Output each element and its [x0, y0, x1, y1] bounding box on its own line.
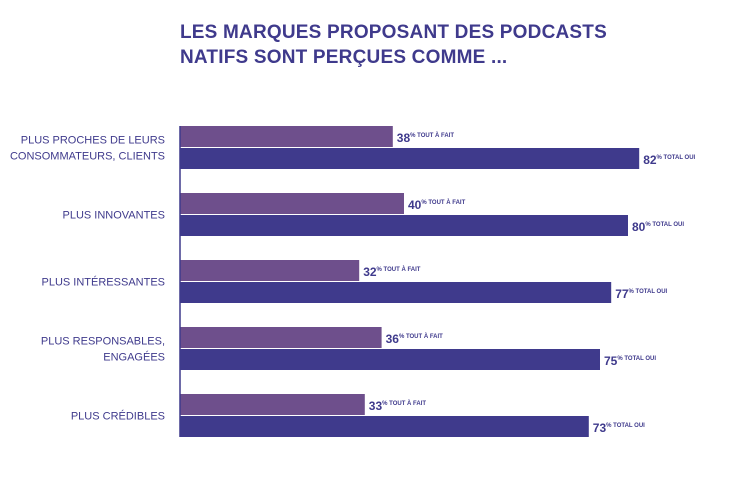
data-label: 77% TOTAL OUI: [615, 287, 667, 301]
chart-title: LES MARQUES PROPOSANT DES PODCASTS NATIF…: [180, 20, 607, 70]
bar-tout-a-fait: [180, 193, 404, 214]
bar-total-oui: [180, 148, 640, 169]
bar-tout-a-fait: [180, 394, 365, 415]
data-label: 40% TOUT À FAIT: [408, 198, 466, 212]
data-label: 36% TOUT À FAIT: [386, 332, 444, 346]
bar-tout-a-fait: [180, 327, 382, 348]
category-label: PLUS INTÉRESSANTES: [42, 276, 165, 289]
data-label: 80% TOTAL OUI: [632, 220, 684, 234]
category-label: PLUS CRÉDIBLES: [71, 410, 165, 423]
data-label: 75% TOTAL OUI: [604, 354, 656, 368]
bar-tout-a-fait: [180, 260, 360, 281]
category-label: PLUS PROCHES DE LEURS CONSOMMATEURS, CLIE…: [10, 135, 165, 163]
category-label: PLUS INNOVANTES: [63, 210, 166, 222]
data-label: 38% TOUT À FAIT: [397, 131, 455, 145]
chart-title-line-1: LES MARQUES PROPOSANT DES PODCASTS: [180, 22, 607, 43]
chart-title-line-2: NATIFS SONT PERÇUES COMME ...: [180, 47, 508, 68]
bar-tout-a-fait: [180, 126, 393, 147]
data-label: 32% TOUT À FAIT: [363, 265, 421, 279]
category-label: PLUS RESPONSABLES, ENGAGÉES: [41, 336, 165, 364]
bar-total-oui: [180, 215, 628, 236]
bar-total-oui: [180, 416, 589, 437]
bar-total-oui: [180, 349, 600, 370]
data-label: 33% TOUT À FAIT: [369, 399, 427, 413]
data-label: 73% TOTAL OUI: [593, 421, 645, 435]
data-label: 82% TOTAL OUI: [643, 153, 695, 167]
bar-total-oui: [180, 282, 612, 303]
